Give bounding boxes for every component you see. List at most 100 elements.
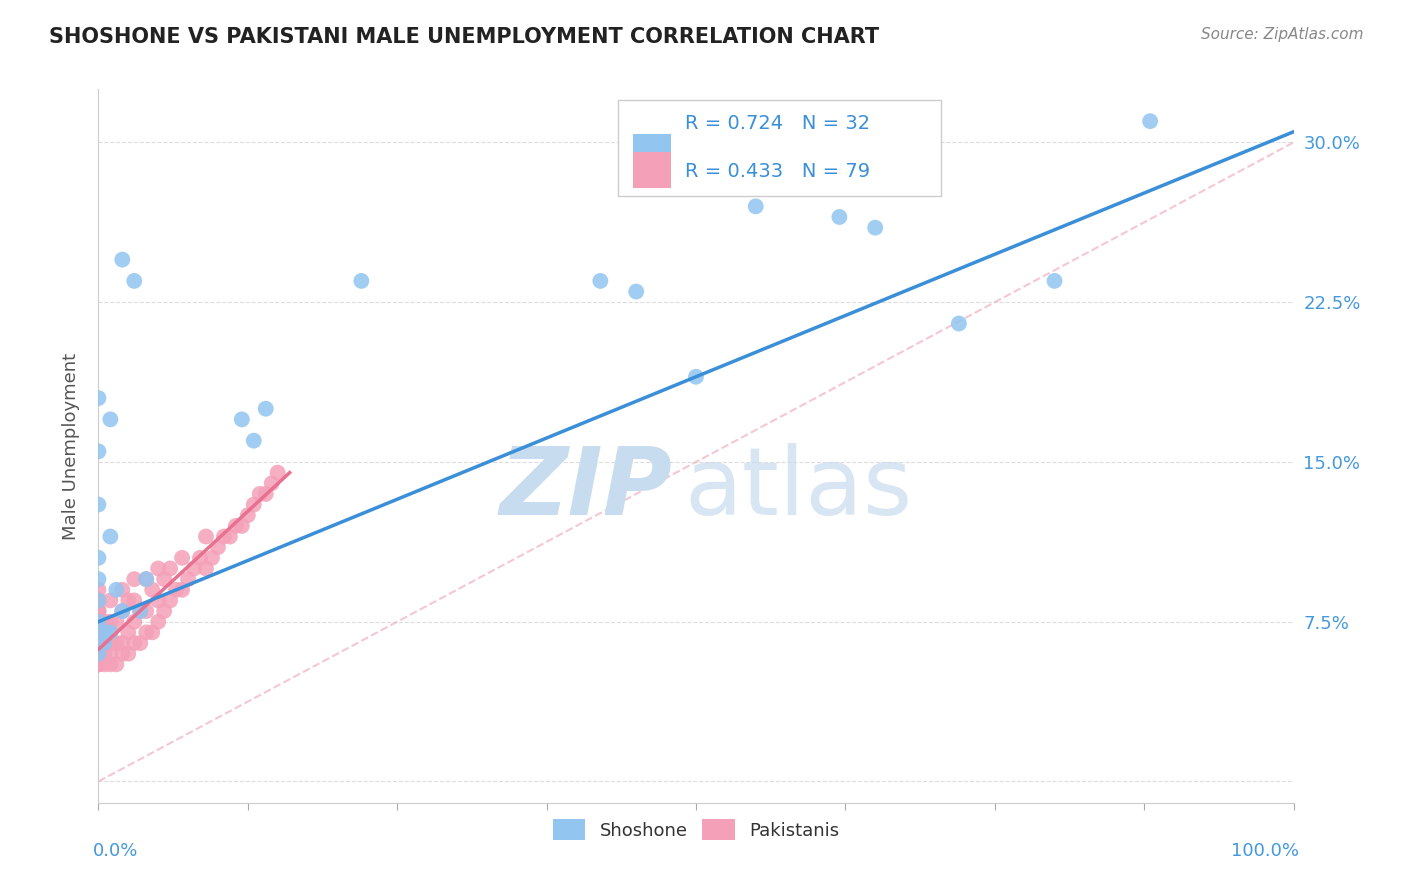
Point: [254, 487, 277, 501]
Point: [236, 508, 259, 523]
Text: R = 0.433   N = 79: R = 0.433 N = 79: [685, 161, 870, 181]
Point: [219, 529, 242, 543]
Point: [212, 529, 235, 543]
Point: [98, 647, 122, 661]
Point: [87, 636, 110, 650]
Point: [87, 636, 110, 650]
Point: [111, 582, 134, 597]
Point: [148, 561, 170, 575]
Point: [141, 625, 163, 640]
Point: [87, 498, 110, 512]
Point: [135, 625, 157, 640]
Point: [98, 615, 122, 629]
Point: [98, 636, 122, 650]
Text: SHOSHONE VS PAKISTANI MALE UNEMPLOYMENT CORRELATION CHART: SHOSHONE VS PAKISTANI MALE UNEMPLOYMENT …: [49, 27, 879, 46]
Legend: Shoshone, Pakistanis: Shoshone, Pakistanis: [546, 812, 846, 847]
Text: ZIP: ZIP: [499, 442, 672, 535]
Point: [148, 615, 170, 629]
Point: [87, 391, 110, 405]
Point: [87, 625, 110, 640]
Point: [98, 529, 122, 543]
Text: 0.0%: 0.0%: [93, 842, 138, 860]
Point: [87, 625, 110, 640]
Point: [1043, 274, 1066, 288]
Point: [172, 550, 194, 565]
Point: [87, 604, 110, 618]
Point: [243, 498, 266, 512]
Point: [195, 561, 218, 575]
Point: [165, 582, 187, 597]
Point: [111, 636, 134, 650]
Point: [177, 572, 200, 586]
Point: [87, 647, 110, 661]
Point: [148, 593, 170, 607]
Point: [685, 369, 707, 384]
Point: [87, 647, 110, 661]
Point: [93, 636, 115, 650]
Point: [93, 625, 115, 640]
Point: [111, 604, 134, 618]
Point: [87, 615, 110, 629]
Text: Source: ZipAtlas.com: Source: ZipAtlas.com: [1201, 27, 1364, 42]
Point: [87, 647, 110, 661]
Point: [124, 572, 146, 586]
Point: [129, 604, 152, 618]
Point: [267, 466, 290, 480]
Point: [98, 625, 122, 640]
Point: [87, 572, 110, 586]
Point: [124, 636, 146, 650]
Point: [105, 657, 128, 672]
Point: [589, 274, 612, 288]
Point: [948, 317, 970, 331]
Point: [124, 274, 146, 288]
Point: [87, 657, 110, 672]
Point: [129, 636, 152, 650]
Text: atlas: atlas: [685, 442, 912, 535]
Point: [141, 582, 163, 597]
Point: [87, 604, 110, 618]
Point: [98, 412, 122, 426]
Point: [117, 647, 139, 661]
Point: [87, 582, 110, 597]
Y-axis label: Male Unemployment: Male Unemployment: [62, 352, 80, 540]
Point: [87, 647, 110, 661]
FancyBboxPatch shape: [633, 152, 671, 187]
Point: [98, 657, 122, 672]
Point: [87, 615, 110, 629]
Text: R = 0.724   N = 32: R = 0.724 N = 32: [685, 114, 870, 133]
Point: [231, 519, 253, 533]
Point: [117, 625, 139, 640]
Point: [153, 572, 176, 586]
FancyBboxPatch shape: [633, 134, 671, 169]
Point: [124, 593, 146, 607]
Point: [87, 593, 110, 607]
Point: [98, 625, 122, 640]
Point: [260, 476, 283, 491]
Point: [87, 636, 110, 650]
Point: [111, 252, 134, 267]
Point: [745, 199, 768, 213]
Point: [865, 220, 887, 235]
Point: [195, 529, 218, 543]
Point: [183, 561, 205, 575]
Point: [135, 572, 157, 586]
Point: [105, 636, 128, 650]
Point: [87, 593, 110, 607]
Point: [87, 657, 110, 672]
Point: [243, 434, 266, 448]
Point: [188, 550, 211, 565]
Point: [117, 593, 139, 607]
Point: [93, 647, 115, 661]
Point: [87, 444, 110, 458]
Point: [93, 625, 115, 640]
Point: [87, 625, 110, 640]
Point: [172, 582, 194, 597]
Point: [201, 550, 224, 565]
Point: [828, 210, 851, 224]
Point: [87, 550, 110, 565]
Point: [124, 615, 146, 629]
Point: [231, 412, 253, 426]
Point: [93, 657, 115, 672]
Point: [93, 636, 115, 650]
Point: [254, 401, 277, 416]
